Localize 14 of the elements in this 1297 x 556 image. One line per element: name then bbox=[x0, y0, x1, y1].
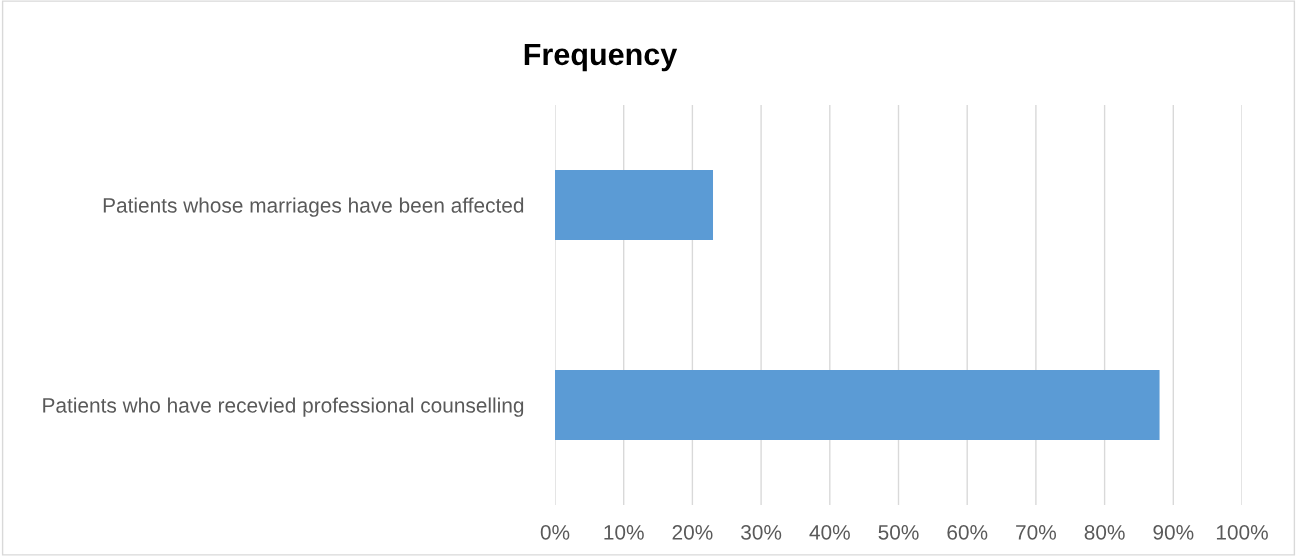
x-tick-label: 60% bbox=[947, 524, 988, 540]
y-tick-label: Patients whose marriages have been affected bbox=[103, 197, 524, 217]
x-tick-label: 30% bbox=[741, 524, 782, 540]
x-tick-label: 90% bbox=[1153, 524, 1194, 540]
x-tick-label: 50% bbox=[878, 524, 919, 540]
x-tick-label: 20% bbox=[672, 524, 713, 540]
x-tick-label: 40% bbox=[809, 524, 850, 540]
y-tick-label: Patients who have recevied professional counselling bbox=[43, 397, 524, 417]
x-tick-label: 0% bbox=[540, 524, 570, 540]
chart-title: Frequency bbox=[524, 43, 678, 72]
x-tick-label: 10% bbox=[604, 524, 644, 540]
x-tick-label: 70% bbox=[1016, 524, 1057, 540]
x-tick-label: 80% bbox=[1084, 524, 1125, 540]
x-tick-label: 100% bbox=[1216, 524, 1268, 540]
